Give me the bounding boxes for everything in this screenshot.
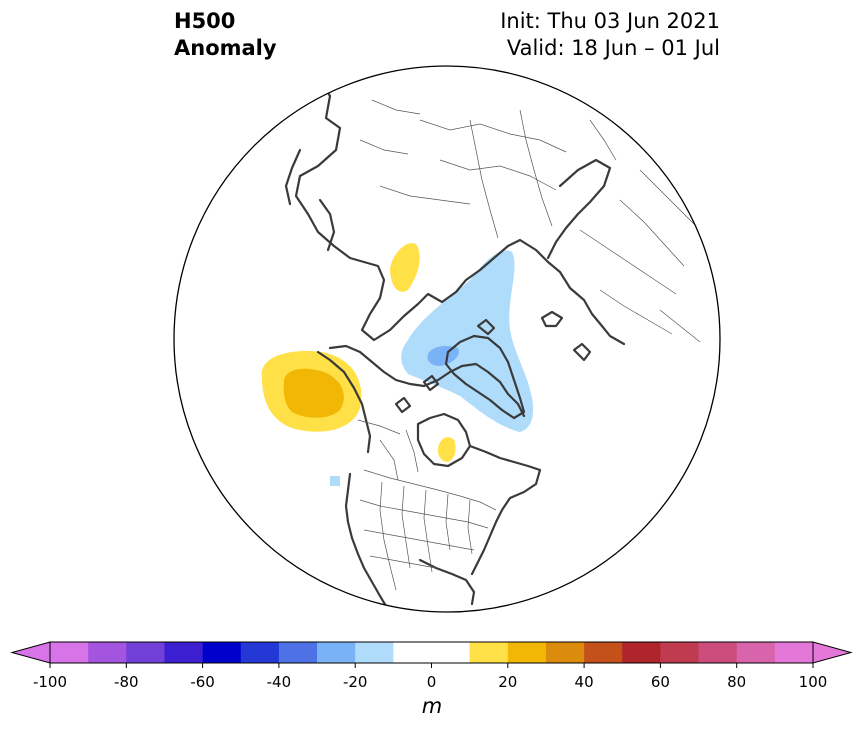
colorbar-extend-high	[812, 641, 853, 664]
colorbar-extend-low	[10, 641, 51, 664]
title-line-1: H500	[174, 9, 236, 33]
colorbar-segment	[278, 642, 318, 663]
anomaly-gulf-of-alaska-positive	[261, 351, 362, 432]
colorbar-tick-label: 60	[650, 673, 670, 691]
colorbar-segment	[698, 642, 737, 663]
colorbar-segment	[660, 642, 699, 663]
map-boundary	[173, 65, 721, 613]
anomaly-greenland-negative	[401, 250, 534, 432]
colorbar-tick-label: -100	[32, 673, 68, 691]
anomaly-hudson-bay-positive	[437, 437, 456, 462]
colorbar-tick-label: 0	[426, 673, 437, 691]
colorbar-segment	[545, 642, 585, 663]
colorbar-segment	[50, 642, 89, 663]
colorbar-segment	[431, 642, 470, 663]
anomaly-small-negative	[330, 476, 340, 486]
colorbar-segment	[774, 642, 814, 663]
colorbar-segment	[393, 642, 432, 663]
colorbar-segment	[240, 642, 280, 663]
colorbar-tick-label: -60	[190, 673, 215, 691]
colorbar-tick-label: 80	[727, 673, 747, 691]
colorbar-segment	[622, 642, 661, 663]
colorbar-tick-label: -20	[342, 673, 368, 691]
anomaly-kara-sea-positive	[390, 243, 420, 292]
colorbar-segment	[355, 642, 394, 663]
polar-map	[174, 66, 720, 612]
date-info: Init: Thu 03 Jun 2021 Valid: 18 Jun – 01…	[500, 8, 720, 62]
colorbar-segment	[126, 642, 165, 663]
colorbar-segment	[202, 642, 242, 663]
init-date: Init: Thu 03 Jun 2021	[500, 9, 720, 33]
colorbar-segment	[317, 642, 356, 663]
colorbar	[10, 641, 853, 668]
title-line-2: Anomaly	[174, 36, 277, 60]
colorbar-tick-label: 40	[574, 673, 594, 691]
colorbar-tick-label: -40	[266, 673, 292, 691]
colorbar-unit-label: m	[421, 694, 443, 718]
coastlines	[284, 78, 626, 608]
colorbar-segment	[584, 642, 623, 663]
colorbar-segment	[736, 642, 776, 663]
colorbar-segment	[507, 642, 547, 663]
map-title: H500 Anomaly	[174, 8, 277, 62]
colorbar-tick-label: -80	[114, 673, 139, 691]
colorbar-segment	[88, 642, 127, 663]
valid-period: Valid: 18 Jun – 01 Jul	[506, 36, 720, 60]
colorbar-tick-label: 20	[498, 673, 518, 691]
political-borders	[357, 99, 701, 591]
colorbar-segment	[164, 642, 203, 663]
colorbar-segment	[469, 642, 509, 663]
colorbar-tick-label: 100	[798, 673, 828, 691]
